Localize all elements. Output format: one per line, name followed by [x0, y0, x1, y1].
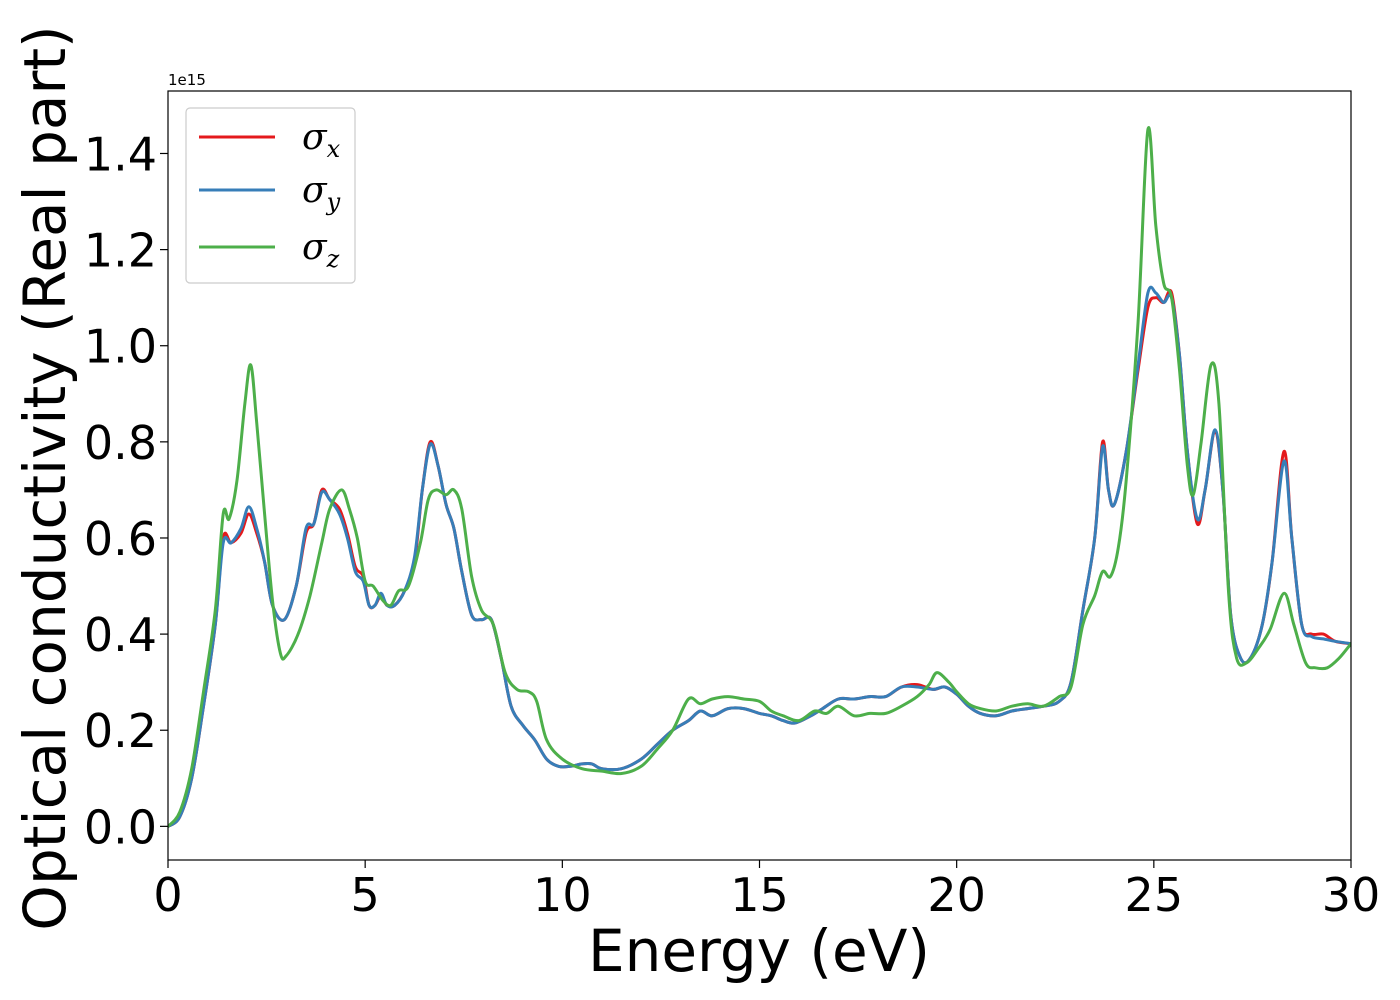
x-tick-label: 10 — [533, 868, 592, 922]
series-line-z — [168, 126, 1351, 828]
legend: σx σy σz — [185, 107, 356, 284]
y-tick-label: 1.2 — [84, 224, 157, 278]
y-tick-label: 1.0 — [84, 320, 157, 374]
y-tick-label: 0.4 — [84, 608, 157, 662]
y-tick-label: 0.2 — [84, 704, 157, 758]
legend-entries: σx σy σz — [199, 117, 341, 273]
plot-lines — [168, 126, 1351, 828]
x-axis-title: Energy (eV) — [588, 917, 930, 985]
legend-label-x: σx — [302, 117, 341, 163]
legend-label-y: σy — [302, 170, 341, 216]
legend-label-z: σz — [302, 227, 340, 273]
y-offset-label: 1e15 — [168, 71, 206, 89]
y-tick-label: 0.0 — [84, 800, 157, 854]
y-axis-title: Optical conductivity (Real part) — [11, 25, 79, 930]
x-tick-label: 5 — [351, 868, 380, 922]
y-axis: 0.0 0.2 0.4 0.6 0.8 1.0 1.2 1.4 — [84, 127, 168, 854]
y-tick-label: 0.6 — [84, 512, 157, 566]
x-tick-label: 25 — [1125, 868, 1184, 922]
x-tick-label: 30 — [1322, 868, 1381, 922]
x-tick-label: 20 — [927, 868, 986, 922]
x-tick-label: 15 — [730, 868, 789, 922]
x-tick-label: 0 — [153, 868, 182, 922]
y-tick-label: 0.8 — [84, 416, 157, 470]
legend-frame — [185, 107, 356, 284]
x-axis: 0 5 10 15 20 25 30 — [153, 860, 1380, 922]
y-tick-label: 1.4 — [84, 127, 157, 181]
